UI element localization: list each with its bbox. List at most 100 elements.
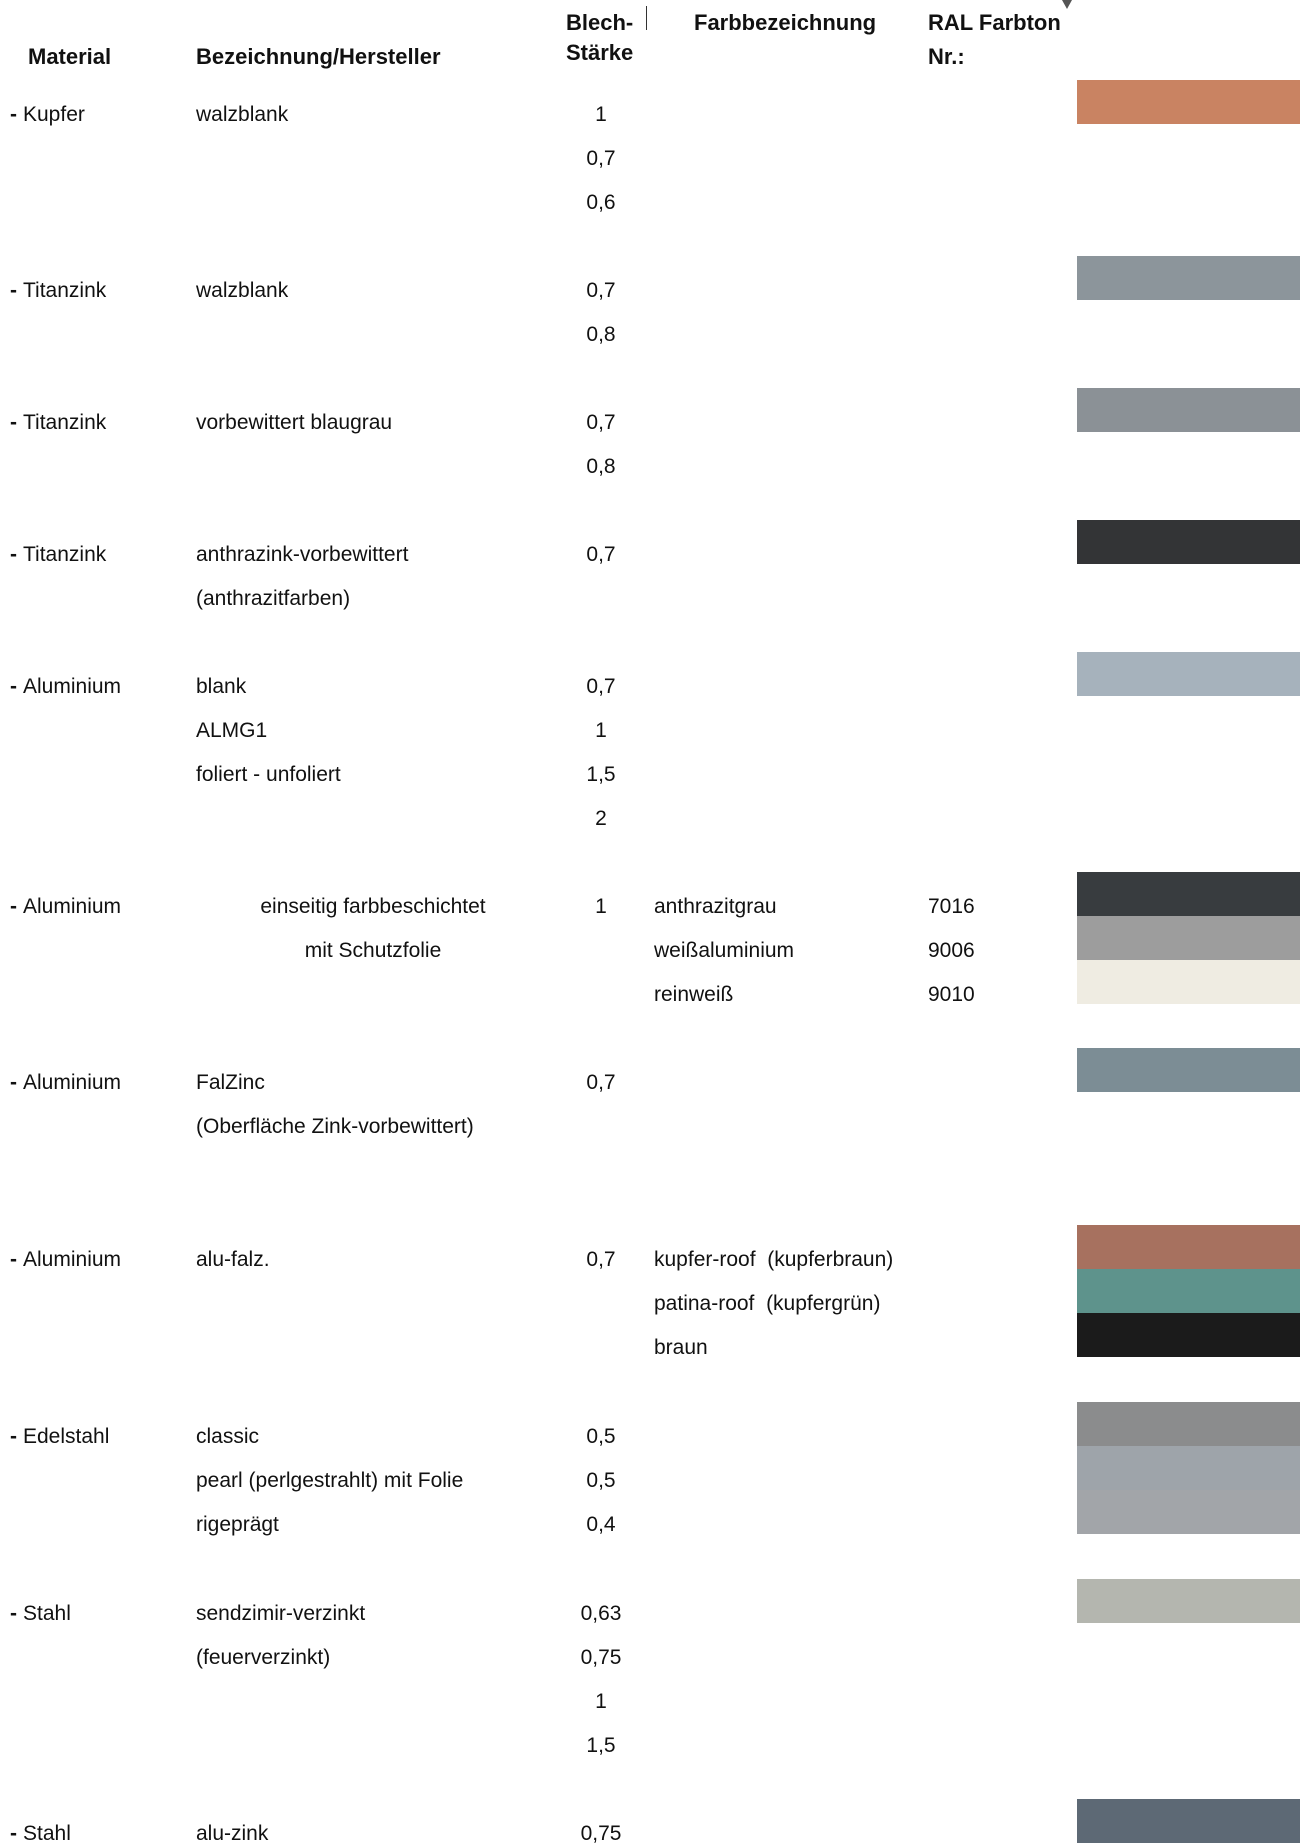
bezeichnung-cell: mit Schutzfolie	[304, 939, 442, 962]
staerke-cell: 1,5	[586, 763, 616, 786]
staerke-cell: 0,7	[586, 675, 616, 698]
material-cell: - Stahl	[10, 1603, 71, 1624]
row-bullet: -	[10, 895, 17, 918]
staerke-cell: 0,7	[586, 147, 616, 170]
bezeichnung-cell: sendzimir-verzinkt	[196, 1602, 366, 1625]
color-swatch	[1077, 1048, 1300, 1092]
color-swatch	[1077, 388, 1300, 432]
material-cell: - Titanzink	[10, 412, 106, 433]
material-cell: - Titanzink	[10, 544, 106, 565]
bezeichnung-cell: pearl (perlgestrahlt) mit Folie	[196, 1469, 464, 1492]
bezeichnung-cell: (anthrazitfarben)	[196, 587, 351, 610]
bezeichnung-cell: (Oberfläche Zink-vorbewittert)	[196, 1115, 474, 1138]
color-swatch	[1077, 1269, 1300, 1313]
staerke-cell: 0,4	[586, 1513, 616, 1536]
material-name: Aluminium	[23, 895, 122, 918]
farbbezeichnung-cell: kupfer-roof (kupferbraun)	[654, 1248, 894, 1271]
material-name: Aluminium	[23, 1248, 122, 1271]
ral-cell: 7016	[928, 895, 975, 918]
row-bullet: -	[10, 1822, 17, 1845]
material-name: Titanzink	[23, 279, 107, 302]
bezeichnung-cell: alu-zink	[196, 1822, 269, 1845]
staerke-cell: 0,7	[586, 279, 616, 302]
bezeichnung-cell: anthrazink-vorbewittert	[196, 543, 409, 566]
material-name: Titanzink	[23, 543, 107, 566]
material-cell: - Kupfer	[10, 104, 85, 125]
row-bullet: -	[10, 1071, 17, 1094]
material-name: Aluminium	[23, 675, 122, 698]
staerke-cell: 0,75	[580, 1646, 622, 1669]
color-swatch	[1077, 1579, 1300, 1623]
color-swatch	[1077, 1402, 1300, 1446]
staerke-cell: 0,7	[586, 1248, 616, 1271]
material-cell: - Aluminium	[10, 676, 121, 697]
staerke-cell: 2	[595, 807, 607, 830]
row-bullet: -	[10, 1425, 17, 1448]
bezeichnung-cell: walzblank	[196, 103, 289, 126]
bezeichnung-cell: foliert - unfoliert	[196, 763, 341, 786]
row-bullet: -	[10, 279, 17, 302]
color-swatch	[1077, 1799, 1300, 1843]
row-bullet: -	[10, 411, 17, 434]
ral-cell: 9010	[928, 983, 975, 1006]
row-bullet: -	[10, 675, 17, 698]
bezeichnung-cell: einseitig farbbeschichtet	[260, 895, 486, 918]
material-name: Kupfer	[23, 103, 85, 126]
bezeichnung-cell: vorbewittert blaugrau	[196, 411, 393, 434]
staerke-cell: 1	[595, 895, 607, 918]
material-name: Aluminium	[23, 1071, 122, 1094]
staerke-cell: 0,63	[580, 1602, 622, 1625]
material-cell: - Titanzink	[10, 280, 106, 301]
staerke-cell: 0,8	[586, 323, 616, 346]
staerke-cell: 0,5	[586, 1425, 616, 1448]
material-cell: - Aluminium	[10, 1249, 121, 1270]
header-ral-line2: Nr.:	[928, 44, 965, 69]
bezeichnung-cell: rigeprägt	[196, 1513, 279, 1536]
material-name: Titanzink	[23, 411, 107, 434]
bezeichnung-cell: classic	[196, 1425, 260, 1448]
dropdown-arrow-icon	[1062, 0, 1072, 9]
color-swatch	[1077, 1490, 1300, 1534]
row-bullet: -	[10, 543, 17, 566]
material-cell: - Edelstahl	[10, 1426, 109, 1447]
color-swatch	[1077, 960, 1300, 1004]
farbbezeichnung-cell: patina-roof (kupfergrün)	[654, 1292, 881, 1315]
color-swatch	[1077, 1225, 1300, 1269]
header-staerke-line2: Stärke	[566, 40, 634, 65]
row-bullet: -	[10, 103, 17, 126]
ral-cell: 9006	[928, 939, 975, 962]
color-swatch	[1077, 872, 1300, 916]
farbbezeichnung-cell: reinweiß	[654, 983, 734, 1006]
row-bullet: -	[10, 1248, 17, 1271]
bezeichnung-cell: blank	[196, 675, 247, 698]
staerke-cell: 1	[595, 719, 607, 742]
staerke-cell: 1	[595, 1690, 607, 1713]
color-swatch	[1077, 916, 1300, 960]
bezeichnung-cell: ALMG1	[196, 719, 268, 742]
header-material: Material	[28, 44, 112, 69]
staerke-cell: 1	[595, 103, 607, 126]
farbbezeichnung-cell: anthrazitgrau	[654, 895, 777, 918]
material-name: Stahl	[23, 1822, 71, 1845]
bezeichnung-cell: alu-falz.	[196, 1248, 270, 1271]
header-farbbezeichnung: Farbbezeichnung	[694, 10, 877, 35]
staerke-cell: 0,7	[586, 543, 616, 566]
staerke-cell: 0,5	[586, 1469, 616, 1492]
farbbezeichnung-cell: braun	[654, 1336, 708, 1359]
color-swatch	[1077, 80, 1300, 124]
row-bullet: -	[10, 1602, 17, 1625]
staerke-cell: 0,6	[586, 191, 616, 214]
material-name: Edelstahl	[23, 1425, 110, 1448]
material-name: Stahl	[23, 1602, 71, 1625]
farbbezeichnung-cell: weißaluminium	[654, 939, 795, 962]
staerke-cell: 0,7	[586, 411, 616, 434]
bezeichnung-cell: walzblank	[196, 279, 289, 302]
color-swatch	[1077, 256, 1300, 300]
color-swatch	[1077, 652, 1300, 696]
color-swatch	[1077, 520, 1300, 564]
header-staerke-line1: Blech-	[566, 10, 634, 35]
color-swatch	[1077, 1446, 1300, 1490]
staerke-cell: 0,8	[586, 455, 616, 478]
header-bezeichnung: Bezeichnung/Hersteller	[196, 44, 441, 69]
material-cell: - Stahl	[10, 1823, 71, 1844]
